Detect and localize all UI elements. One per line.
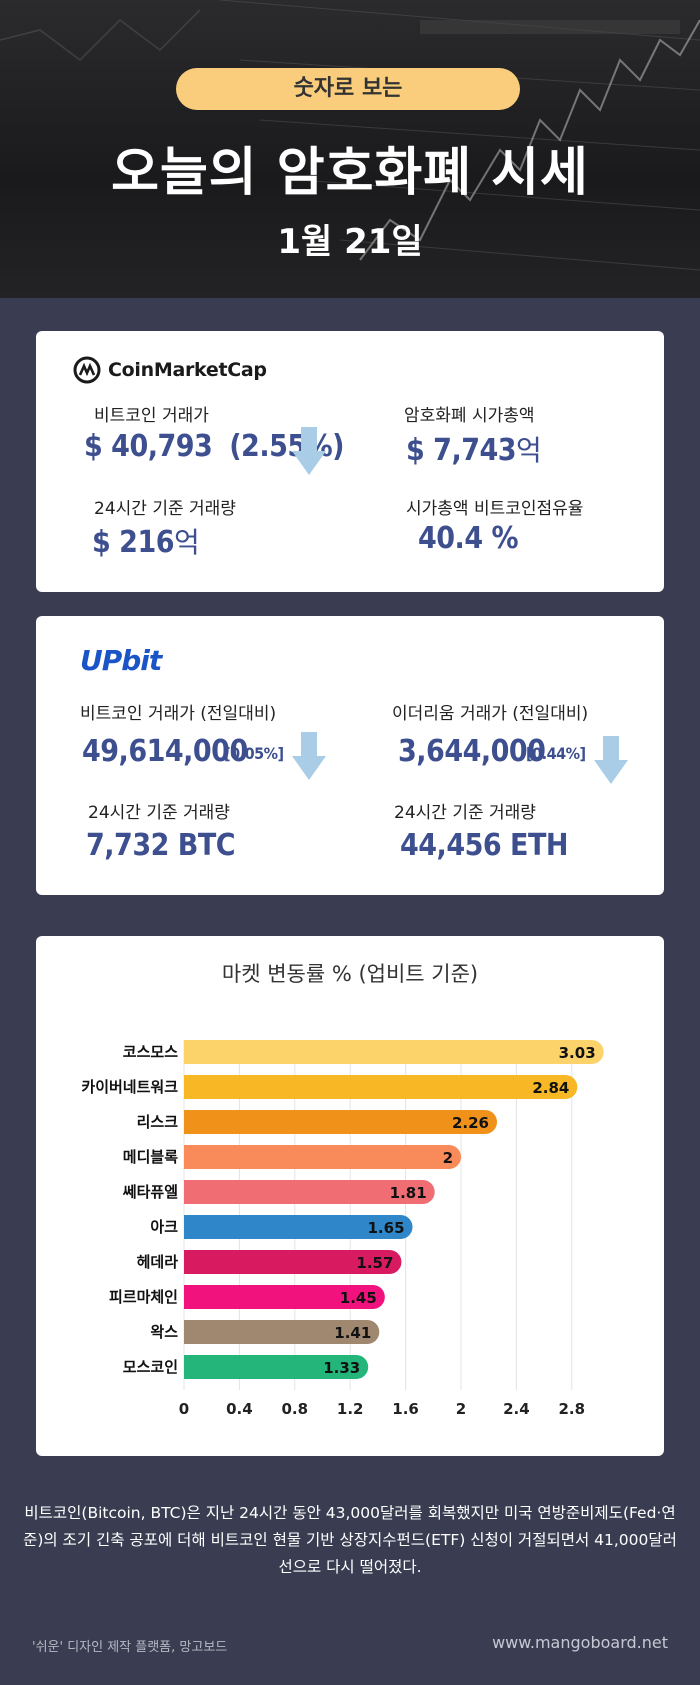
header-badge: 숫자로 보는 xyxy=(176,68,520,110)
x-tick-label: 2 xyxy=(456,1400,466,1418)
down-arrow-icon xyxy=(292,732,326,780)
upbit-eth-value: 3,644,000 xyxy=(398,734,546,769)
bar xyxy=(184,1075,578,1099)
upbit-btc-volume-value: 7,732 BTC xyxy=(86,828,236,863)
value-label: 1.65 xyxy=(368,1219,405,1237)
bar-left-edge xyxy=(184,1355,198,1379)
market-cap-value: $ 7,743억 xyxy=(406,433,542,468)
upbit-btc-change: [0.05%] xyxy=(224,744,284,763)
coinmarketcap-brand: CoinMarketCap xyxy=(108,359,267,381)
stock-chart-background xyxy=(0,0,700,271)
x-tick-label: 0 xyxy=(179,1400,189,1418)
x-tick-label: 2.8 xyxy=(559,1400,586,1418)
upbit-eth-label: 이더리움 거래가 (전일대비) xyxy=(392,704,589,724)
dominance-value: 40.4 % xyxy=(418,521,519,556)
bar-left-edge xyxy=(184,1285,198,1309)
upbit-card: UPbit 비트코인 거래가 (전일대비) 49,614,000 [0.05%]… xyxy=(36,616,664,895)
value-label: 1.33 xyxy=(323,1359,360,1377)
value-label: 1.45 xyxy=(340,1289,377,1307)
bar xyxy=(184,1215,413,1239)
category-label: 메디블록 xyxy=(123,1148,178,1166)
bar xyxy=(184,1320,380,1344)
upbit-btc-value: 49,614,000 xyxy=(82,734,248,769)
value-label: 1.57 xyxy=(356,1254,393,1272)
value-label: 3.03 xyxy=(559,1044,596,1062)
upbit-btc-volume-label: 24시간 기준 거래량 xyxy=(88,803,230,823)
btc-price-value: $ 40,793 (2.55%) xyxy=(84,429,345,464)
category-label: 아크 xyxy=(150,1218,178,1236)
hero-banner: 숫자로 보는 오늘의 암호화폐 시세 1월 21일 xyxy=(0,0,700,298)
bar-left-edge xyxy=(184,1320,198,1344)
bar-left-edge xyxy=(184,1215,198,1239)
chart-title: 마켓 변동률 % (업비트 기준) xyxy=(221,962,479,986)
upbit-btc-label: 비트코인 거래가 (전일대비) xyxy=(80,704,277,724)
market-cap-label: 암호화폐 시가총액 xyxy=(404,406,535,426)
volume-label: 24시간 기준 거래량 xyxy=(94,499,236,519)
category-label: 피르마체인 xyxy=(109,1288,178,1306)
bar-left-edge xyxy=(184,1040,198,1064)
coinmarketcap-card: CoinMarketCap 비트코인 거래가 $ 40,793 (2.55%) … xyxy=(36,331,664,592)
value-label: 2 xyxy=(443,1149,453,1167)
market-change-chart: 0 0.4 0.8 1.2 1.6 2 2.4 2.8 코스모스 3.03 카이버네트워크 2.84 리… xyxy=(81,1040,604,1418)
upbit-eth-volume-label: 24시간 기준 거래량 xyxy=(394,803,536,823)
category-label: 모스코인 xyxy=(123,1358,178,1376)
category-label: 왁스 xyxy=(150,1323,178,1341)
coinmarketcap-icon xyxy=(73,356,101,384)
bar-left-edge xyxy=(184,1075,198,1099)
bar xyxy=(184,1250,402,1274)
upbit-eth-change: [0.44%] xyxy=(526,744,586,763)
value-label: 1.41 xyxy=(334,1324,371,1342)
upbit-eth-volume-value: 44,456 ETH xyxy=(400,828,568,863)
value-label: 1.81 xyxy=(390,1184,427,1202)
x-tick-label: 2.4 xyxy=(503,1400,530,1418)
btc-price-change: (2.55%) xyxy=(229,429,345,464)
btc-price-label: 비트코인 거래가 xyxy=(94,406,209,426)
x-tick-label: 1.2 xyxy=(337,1400,364,1418)
bar xyxy=(184,1285,385,1309)
volume-value: $ 216억 xyxy=(92,525,200,560)
credit-url: www.mangoboard.net xyxy=(492,1633,668,1652)
x-tick-label: 0.4 xyxy=(226,1400,253,1418)
down-arrow-icon xyxy=(594,736,628,784)
page-title: 오늘의 암호화폐 시세 xyxy=(111,143,589,203)
coinmarketcap-logo: CoinMarketCap xyxy=(72,355,267,385)
market-change-chart-card: 마켓 변동률 % (업비트 기준) 0 0.4 0.8 1.2 1.6 2 2.4 2.8 코스… xyxy=(36,936,664,1456)
page-date: 1월 21일 xyxy=(277,222,423,262)
credit-left: '쉬운' 디자인 제작 플랫폼, 망고보드 xyxy=(32,1640,228,1655)
value-label: 2.84 xyxy=(532,1079,569,1097)
category-label: 쎄타퓨엘 xyxy=(123,1183,178,1201)
bar xyxy=(184,1355,369,1379)
category-label: 카이버네트워크 xyxy=(81,1078,178,1096)
down-arrow-icon xyxy=(292,427,326,475)
bar-left-edge xyxy=(184,1110,198,1134)
category-label: 코스모스 xyxy=(123,1043,178,1061)
value-label: 2.26 xyxy=(452,1114,489,1132)
bar xyxy=(184,1110,498,1134)
upbit-logo: UPbit xyxy=(80,644,162,677)
category-label: 헤데라 xyxy=(137,1253,179,1271)
x-tick-label: 0.8 xyxy=(282,1400,309,1418)
summary-text: 비트코인(Bitcoin, BTC)은 지난 24시간 동안 43,000달러를… xyxy=(23,1504,677,1576)
category-label: 리스크 xyxy=(137,1113,179,1131)
bar-left-edge xyxy=(184,1250,198,1274)
bar-left-edge xyxy=(184,1180,198,1204)
x-tick-label: 1.6 xyxy=(392,1400,419,1418)
bar xyxy=(184,1145,461,1169)
dominance-label: 시가총액 비트코인점유율 xyxy=(406,499,584,519)
bar xyxy=(184,1040,604,1064)
bar xyxy=(184,1180,435,1204)
bar-left-edge xyxy=(184,1145,198,1169)
